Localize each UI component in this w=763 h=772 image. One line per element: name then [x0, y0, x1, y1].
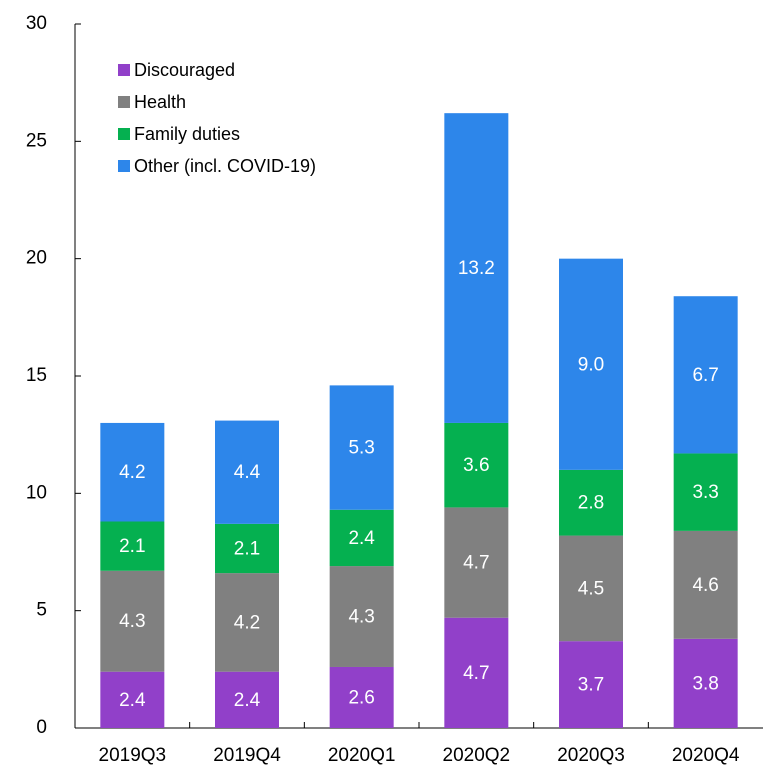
data-label: 2.8: [578, 493, 604, 514]
bar-segment: [329, 385, 394, 510]
x-tick-label: 2020Q2: [443, 745, 511, 766]
data-label: 4.4: [234, 462, 261, 483]
bar-segment: [215, 671, 279, 728]
bar-segment: [215, 573, 279, 672]
y-tick-label: 10: [26, 482, 47, 503]
data-label: 2.4: [234, 690, 261, 711]
bar-segment: [444, 113, 509, 423]
bar-segment: [444, 507, 509, 618]
bar-segment: [559, 469, 623, 536]
y-tick-label: 0: [36, 717, 47, 738]
bar-segment: [100, 521, 165, 571]
bar-segment: [329, 566, 394, 667]
legend-label: Discouraged: [134, 60, 235, 80]
legend-swatch: [118, 96, 130, 108]
data-label: 4.7: [463, 553, 489, 574]
data-label: 4.2: [119, 462, 145, 483]
bar-segment: [215, 523, 279, 574]
bar-segment: [100, 422, 165, 522]
data-label: 9.0: [578, 354, 604, 375]
bar-segment: [673, 530, 738, 639]
data-label: 2.1: [234, 538, 260, 559]
bar-segment: [559, 535, 623, 642]
bar-segment: [559, 641, 623, 728]
data-label: 4.2: [234, 612, 260, 633]
bar-segment: [673, 453, 738, 531]
data-label: 3.8: [692, 673, 718, 694]
data-label: 13.2: [458, 258, 495, 279]
legend-swatch: [118, 160, 130, 172]
y-tick-label: 15: [26, 365, 47, 386]
data-label: 2.6: [348, 688, 374, 709]
y-tick-label: 5: [36, 600, 47, 621]
legend-label: Health: [134, 92, 186, 112]
data-label: 3.7: [578, 675, 604, 696]
bar-segment: [329, 509, 394, 567]
data-label: 4.6: [692, 575, 718, 596]
bar-segment: [100, 671, 165, 728]
y-tick-label: 20: [26, 248, 47, 269]
data-label: 4.7: [463, 663, 489, 684]
x-tick-label: 2020Q4: [672, 745, 740, 766]
data-label: 4.5: [578, 578, 604, 599]
data-label: 2.4: [119, 690, 146, 711]
bar-segment: [329, 666, 394, 728]
legend-label: Family duties: [134, 124, 240, 144]
x-tick-label: 2019Q3: [99, 745, 167, 766]
data-label: 6.7: [692, 365, 718, 386]
x-tick-label: 2019Q4: [213, 745, 281, 766]
data-label: 4.3: [119, 611, 145, 632]
legend-swatch: [118, 128, 130, 140]
y-tick-label: 25: [26, 130, 47, 151]
data-label: 3.6: [463, 455, 489, 476]
bar-segment: [673, 638, 738, 728]
bar-segment: [444, 617, 509, 728]
legend-swatch: [118, 64, 130, 76]
data-label: 2.4: [348, 528, 375, 549]
bar-segment: [673, 296, 738, 454]
data-label: 3.3: [692, 482, 718, 503]
bar-segment: [444, 422, 509, 508]
bar-segment: [100, 570, 165, 672]
data-label: 5.3: [348, 438, 374, 459]
bar-segment: [559, 258, 623, 470]
bar-segment: [215, 420, 279, 524]
data-label: 4.3: [348, 607, 374, 628]
data-label: 2.1: [119, 536, 145, 557]
y-tick-label: 30: [26, 13, 47, 34]
x-tick-label: 2020Q3: [557, 745, 625, 766]
legend-label: Other (incl. COVID-19): [134, 156, 316, 176]
x-tick-label: 2020Q1: [328, 745, 396, 766]
